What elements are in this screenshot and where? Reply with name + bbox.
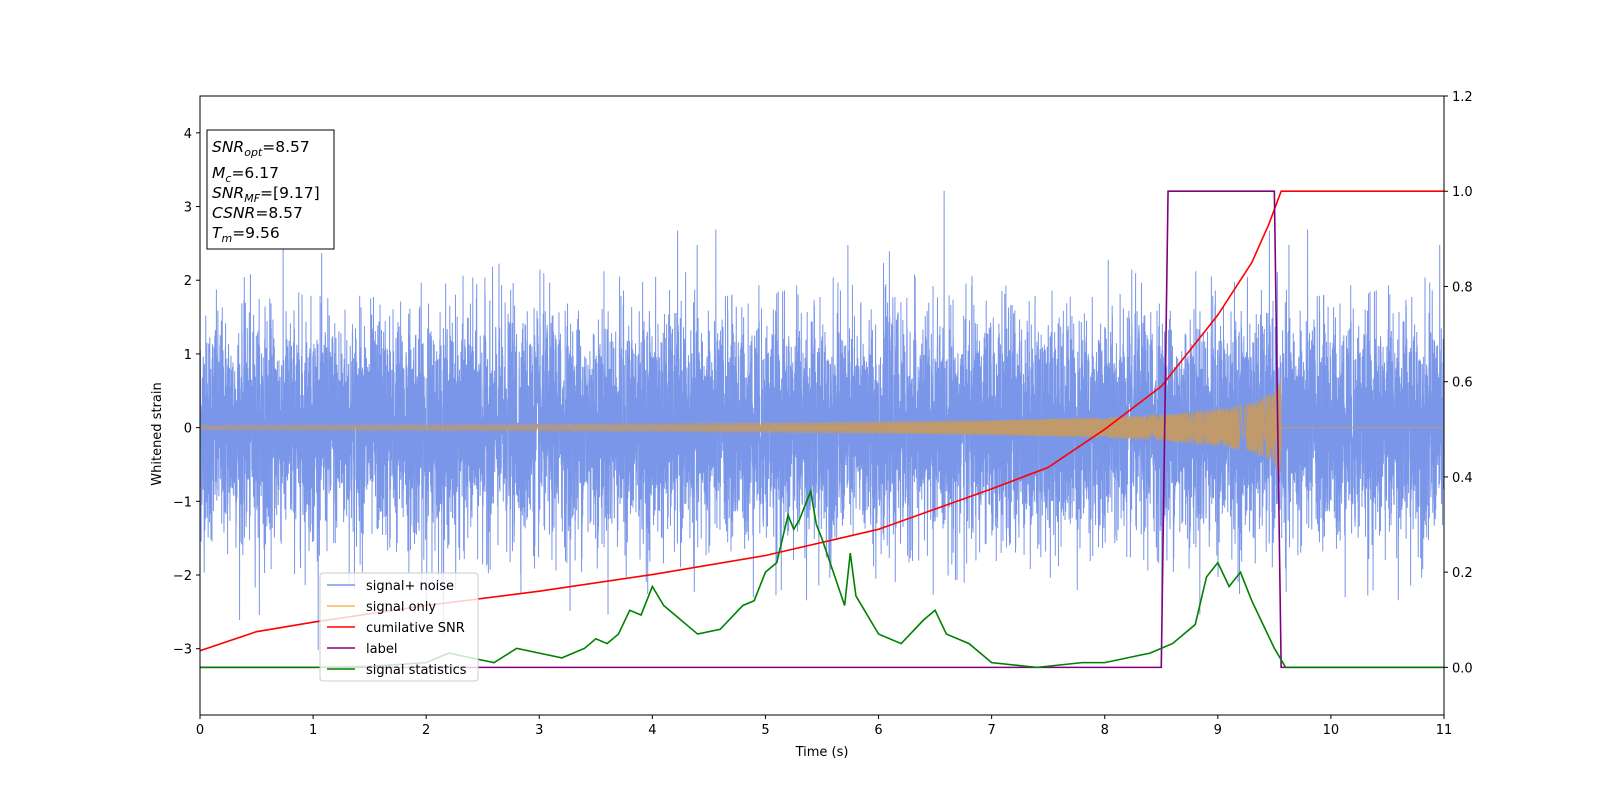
legend-frame: [319, 572, 479, 682]
series-signal-only: [200, 378, 1444, 476]
y-tick-label: 2: [184, 274, 192, 289]
y-tick-label: −2: [173, 569, 192, 584]
annotation-line: SNRopt=8.57: [212, 138, 310, 159]
x-tick-label: 7: [987, 723, 995, 738]
y-axis-label: Whitened strain: [150, 382, 165, 485]
legend-label: signal statistics: [366, 663, 467, 678]
x-tick-label: 10: [1323, 723, 1340, 738]
annotation-line: Mc=6.17: [212, 164, 279, 185]
x-tick-label: 9: [1214, 723, 1222, 738]
legend-label: signal+ noise: [366, 579, 454, 594]
y-tick-label: −1: [173, 495, 192, 510]
y-axis-left: −3 −2 −1 0 1 2 3 4: [173, 127, 200, 658]
x-axis: 0 1 2 3 4 5 6 7 8 9 10 11: [196, 715, 1452, 738]
x-tick-label: 4: [648, 723, 656, 738]
y-axis-right: 0.0 0.2 0.4 0.6 0.8 1.0 1.2: [1444, 90, 1473, 676]
annotation-line: SNRMF=[9.17]: [212, 184, 320, 205]
x-tick-label: 11: [1436, 723, 1453, 738]
legend-label: label: [366, 642, 397, 657]
x-tick-label: 2: [422, 723, 430, 738]
y-tick-label: −3: [173, 643, 192, 658]
annotation-line: CSNR=8.57: [212, 204, 303, 222]
y2-tick-label: 0.2: [1452, 566, 1473, 581]
y2-tick-label: 0.0: [1452, 661, 1473, 676]
y2-tick-label: 1.0: [1452, 185, 1473, 200]
y2-tick-label: 0.8: [1452, 280, 1473, 295]
x-axis-label: Time (s): [795, 745, 849, 760]
legend-label: signal only: [366, 600, 436, 615]
y2-tick-label: 1.2: [1452, 90, 1473, 105]
legend: signal+ noise signal only cumilative SNR la…: [319, 572, 479, 682]
x-tick-label: 1: [309, 723, 317, 738]
y-tick-label: 1: [184, 348, 192, 363]
y-tick-label: 0: [184, 422, 192, 437]
y2-tick-label: 0.6: [1452, 376, 1473, 391]
x-tick-label: 8: [1101, 723, 1109, 738]
series-signal-statistics: [200, 488, 1444, 669]
y2-tick-label: 0.4: [1452, 471, 1473, 486]
x-tick-label: 5: [761, 723, 769, 738]
plot-frame: [199, 95, 1445, 716]
x-tick-label: 6: [874, 723, 882, 738]
legend-label: cumilative SNR: [366, 621, 465, 636]
annotation-frame: [206, 129, 335, 250]
x-tick-label: 3: [535, 723, 543, 738]
y-tick-label: 3: [184, 201, 192, 216]
annotation-line: Tm=9.56: [212, 224, 280, 245]
series-signal-plus-noise: [200, 190, 1444, 650]
x-tick-label: 0: [196, 723, 204, 738]
y-tick-label: 4: [184, 127, 192, 142]
